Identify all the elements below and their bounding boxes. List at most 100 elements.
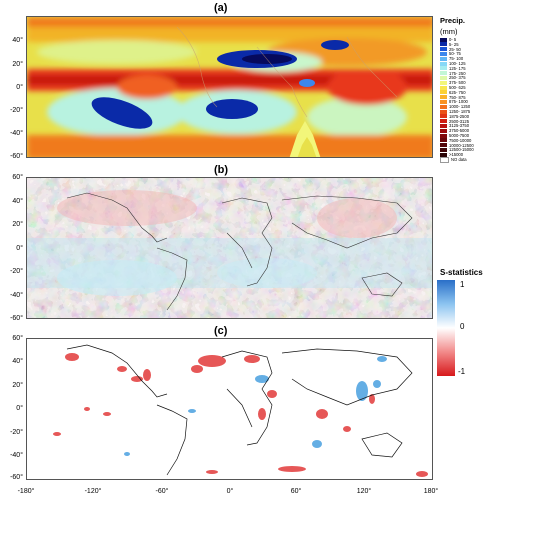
- precip-legend-item: 125- 175: [440, 66, 466, 71]
- precip-legend-item: 50- 75: [440, 51, 461, 56]
- legend-label: 125- 175: [449, 65, 466, 71]
- precip-legend-item: 1250- 1875: [440, 109, 470, 114]
- panel-c-title: (c): [214, 325, 228, 337]
- legend-label: >15000: [449, 152, 464, 158]
- precip-legend-item: 100- 125: [440, 61, 466, 66]
- precip-legend-item: 5- 25: [440, 42, 459, 47]
- lon-tick: -120°: [84, 488, 102, 495]
- legend-label: 500- 625: [449, 85, 466, 90]
- precip-legend-item: 175- 250: [440, 71, 466, 76]
- lat-tick: 60°: [12, 335, 23, 342]
- legend-swatch: [440, 133, 447, 138]
- lat-tick: 40°: [12, 37, 23, 44]
- legend-swatch: [440, 75, 447, 80]
- legend-swatch: [440, 119, 447, 124]
- lat-tick: -40°: [10, 452, 23, 459]
- precip-legend-item: 0- 5: [440, 37, 456, 42]
- precip-legend-item: 375- 500: [440, 80, 466, 85]
- legend-label: 250- 375: [449, 75, 466, 81]
- legend-swatch: [440, 99, 447, 104]
- precip-legend-item: 3125-3750: [440, 123, 469, 128]
- legend-label: 25- 50: [449, 46, 461, 52]
- legend-swatch: [440, 95, 447, 100]
- precip-legend-title: Precip.: [440, 16, 466, 25]
- legend-label: 5- 25: [449, 41, 459, 47]
- legend-swatch: [440, 90, 447, 95]
- legend-swatch: [440, 143, 447, 148]
- lat-tick: -20°: [10, 429, 23, 436]
- lat-tick: -60°: [10, 153, 23, 160]
- s-statistics-significant: [27, 339, 432, 479]
- legend-swatch: [440, 109, 447, 114]
- legend-label: 5000-7500: [449, 133, 470, 138]
- precip-legend-item: 75- 100: [440, 56, 463, 61]
- legend-swatch: [440, 152, 447, 157]
- precip-legend-item: 5000-7500: [440, 133, 469, 138]
- s-legend-max: 1: [460, 280, 465, 289]
- lat-tick: -40°: [10, 130, 23, 137]
- precip-legend-item: 625- 750: [440, 90, 466, 95]
- precip-legend-item: 1875-2500: [440, 114, 469, 119]
- legend-swatch: [440, 128, 447, 133]
- precip-legend-item: 10000-12500: [440, 143, 474, 148]
- precip-legend-item: 3750-5000: [440, 128, 469, 133]
- s-legend-title: S-statistics: [440, 268, 483, 277]
- lat-tick: 0°: [16, 405, 23, 412]
- lat-tick: -40°: [10, 292, 23, 299]
- legend-label: 175- 250: [449, 70, 466, 76]
- lat-tick: 40°: [12, 358, 23, 365]
- legend-swatch: [440, 147, 447, 152]
- legend-label: 2500-3125: [449, 118, 470, 124]
- legend-label: 7500-10000: [449, 137, 472, 143]
- legend-label: 12500-15000: [449, 147, 474, 153]
- panel-b-title: (b): [214, 164, 229, 176]
- lat-tick: -60°: [10, 474, 23, 481]
- s-statistics-map-b: [26, 177, 433, 319]
- precip-map: [27, 17, 432, 157]
- legend-label: 75- 100: [449, 56, 464, 62]
- precip-legend-item: 2500-3125: [440, 119, 469, 124]
- legend-label: 50- 75: [449, 51, 461, 57]
- legend-swatch: [440, 156, 449, 163]
- legend-swatch: [440, 85, 447, 90]
- precip-legend-item: 250- 375: [440, 75, 466, 80]
- legend-swatch: [440, 47, 447, 52]
- legend-label: 375- 500: [449, 80, 466, 86]
- lon-tick: 180°: [423, 488, 439, 495]
- s-legend-mid: 0: [460, 322, 465, 331]
- lat-tick: -20°: [10, 107, 23, 114]
- legend-swatch: [440, 104, 447, 109]
- lat-tick: -60°: [10, 315, 23, 322]
- legend-label: 1875-2500: [449, 113, 470, 119]
- legend-label: 10000-12500: [449, 142, 474, 148]
- lon-tick: 60°: [290, 488, 302, 495]
- legend-swatch: [440, 71, 447, 76]
- precip-legend-item: 7500-10000: [440, 138, 471, 143]
- lat-tick: 60°: [12, 174, 23, 181]
- lat-tick: 20°: [12, 382, 23, 389]
- precip-legend-item: 12500-15000: [440, 147, 474, 152]
- legend-label: 1000- 1250: [449, 104, 471, 110]
- legend-swatch: [440, 66, 447, 71]
- legend-swatch: [440, 114, 447, 119]
- lon-tick: -60°: [155, 488, 169, 495]
- legend-label: 3750-5000: [449, 128, 470, 134]
- legend-swatch: [440, 51, 447, 56]
- legend-swatch: [440, 61, 447, 66]
- precip-legend-item: >15000: [440, 152, 463, 157]
- lat-tick: 20°: [12, 61, 23, 68]
- panel-a-title: (a): [214, 2, 228, 14]
- legend-swatch: [440, 37, 447, 42]
- s-statistics-map-c: [26, 338, 433, 480]
- s-statistics-field: [27, 178, 432, 318]
- precip-legend-item: 500- 625: [440, 85, 466, 90]
- s-colorbar: [437, 280, 455, 376]
- legend-swatch: [440, 56, 447, 61]
- precip-legend-item: 25- 50: [440, 47, 461, 52]
- precip-legend-unit: (mm): [440, 27, 458, 36]
- s-legend-min: -1: [458, 367, 466, 376]
- lon-tick: 120°: [356, 488, 372, 495]
- lat-tick: 0°: [16, 84, 23, 91]
- legend-swatch: [440, 123, 447, 128]
- lat-tick: 20°: [12, 221, 23, 228]
